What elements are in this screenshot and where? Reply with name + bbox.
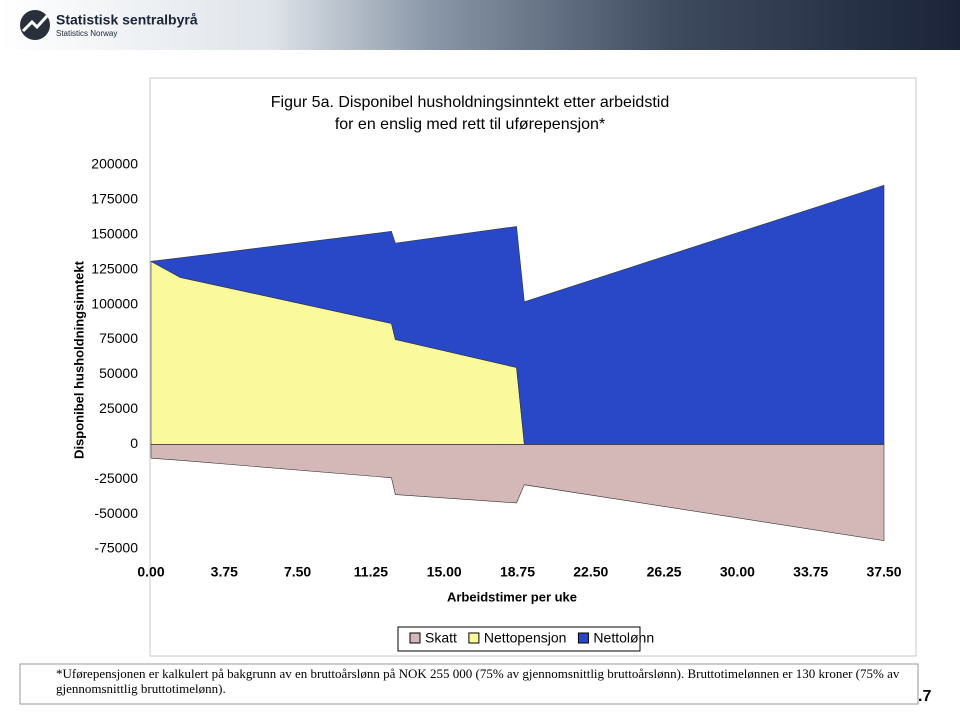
- y-tick-label: 175000: [91, 191, 138, 207]
- legend-label: Nettolønn: [593, 630, 654, 646]
- y-tick-label: -75000: [94, 540, 138, 556]
- footnote-box: [19, 663, 919, 705]
- chart-subtitle: for en enslig med rett til uførepensjon*: [335, 116, 605, 133]
- org-name-en: Statistics Norway: [56, 29, 117, 38]
- x-tick-label: 30.00: [720, 564, 755, 580]
- y-tick-label: -25000: [94, 470, 138, 486]
- y-axis-label: Disponibel husholdningsinntekt: [71, 260, 86, 459]
- y-tick-label: 75000: [99, 330, 138, 346]
- legend-swatch: [468, 632, 480, 644]
- x-tick-label: 11.25: [354, 564, 388, 580]
- footnote: *Uførepensjonen er kalkulert på bakgrunn…: [56, 666, 900, 696]
- y-tick-label: 100000: [91, 295, 138, 311]
- area: [150, 184, 885, 445]
- y-tick-label: 150000: [91, 226, 138, 242]
- x-tick-label: 26.25: [647, 564, 682, 580]
- y-tick-label: -50000: [94, 505, 138, 521]
- legend-swatch: [577, 632, 589, 644]
- org-name: Statistisk sentralbyrå: [56, 12, 198, 28]
- x-tick-label: 18.75: [500, 564, 535, 580]
- legend-box: [397, 626, 641, 652]
- x-tick-label: 0.00: [137, 564, 164, 580]
- x-tick-label: 33.75: [793, 564, 828, 580]
- x-axis-label: Arbeidstimer per uke: [447, 589, 577, 604]
- legend-swatch: [409, 632, 421, 644]
- chart-title: Figur 5a. Disponibel husholdningsinntekt…: [271, 94, 669, 111]
- y-tick-label: 125000: [91, 260, 138, 276]
- legend-label: Skatt: [425, 630, 457, 646]
- header-band: [0, 0, 960, 50]
- x-tick-label: 3.75: [211, 564, 238, 580]
- y-tick-label: 0: [130, 435, 138, 451]
- y-tick-label: 25000: [99, 400, 138, 416]
- page-number: .7: [918, 688, 931, 705]
- y-tick-label: 50000: [99, 365, 138, 381]
- x-tick-label: 22.50: [573, 564, 608, 580]
- logo-arrow: [21, 14, 49, 33]
- x-tick-label: 37.50: [866, 564, 901, 580]
- legend-label: Nettopensjon: [484, 630, 567, 646]
- x-tick-label: 15.00: [427, 564, 462, 580]
- x-tick-label: 7.50: [284, 564, 311, 580]
- y-tick-label: 200000: [91, 156, 138, 172]
- footnote-holder: *Uførepensjonen er kalkulert på bakgrunn…: [56, 666, 900, 696]
